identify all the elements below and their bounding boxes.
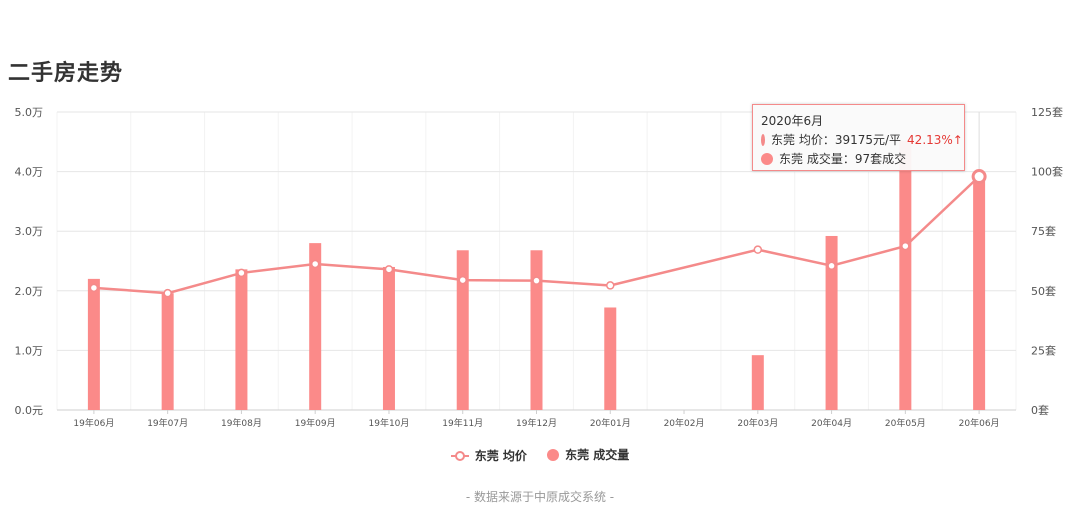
volume-bar: [456, 250, 469, 410]
x-tick-label: 19年09月: [295, 417, 336, 429]
x-tick-label: 19年10月: [369, 417, 410, 429]
y-left-tick-label: 4.0万: [15, 166, 44, 179]
legend-price-label: 东莞 均价: [474, 449, 527, 463]
y-right-tick-label: 0套: [1031, 404, 1049, 417]
axes: 0.0元 0套 1.0万 25套 2.0万 50套 3.0万 75套 4.0万 100套 5.0万 1…: [15, 106, 1064, 429]
volume-bar: [825, 235, 838, 410]
legend-item-price[interactable]: 东莞 均价: [450, 447, 527, 464]
x-tick-label: 20年04月: [811, 417, 852, 429]
price-point: [901, 241, 910, 251]
x-tick-label: 19年06月: [73, 417, 114, 429]
x-tick-label: 20年05月: [885, 417, 926, 429]
volume-bar: [235, 269, 248, 410]
price-point: [971, 169, 987, 185]
volume-bars: [87, 140, 986, 410]
legend-item-volume[interactable]: 东莞 成交量: [547, 446, 629, 463]
y-left-tick-label: 2.0万: [15, 285, 44, 298]
price-point: [384, 265, 394, 274]
volume-marker-icon: [761, 152, 773, 165]
y-right-tick-label: 50套: [1031, 285, 1056, 298]
tooltip-volume: 东莞 成交量：97套成交: [779, 152, 907, 166]
data-source-note: - 数据来源于中原成交系统 -: [465, 490, 615, 504]
volume-bar: [899, 140, 912, 410]
chart-area[interactable]: 0.0元 0套 1.0万 25套 2.0万 50套 3.0万 75套 4.0万 100套 5.0万 1…: [0, 0, 1080, 440]
chart-legend: 东莞 均价 东莞 成交量: [0, 446, 1080, 464]
price-point: [606, 281, 615, 290]
y-left-tick-label: 3.0万: [15, 225, 44, 238]
volume-bar: [382, 266, 395, 410]
y-right-tick-label: 25套: [1031, 344, 1056, 357]
price-point: [753, 245, 763, 254]
tooltip-title: 2020年6月: [761, 114, 824, 128]
price-point: [532, 276, 541, 285]
x-tick-label: 19年08月: [221, 417, 262, 429]
price-point: [237, 268, 246, 278]
volume-bar: [161, 293, 174, 410]
tooltip-price-change: 42.13%↑: [907, 132, 963, 147]
y-right-tick-label: 75套: [1031, 225, 1056, 238]
x-tick-label: 19年07月: [147, 417, 188, 429]
volume-bar: [604, 307, 617, 410]
line-marker-icon: [450, 450, 469, 461]
price-point: [458, 275, 467, 285]
price-line-path: [93, 175, 980, 295]
price-point: [163, 288, 172, 298]
y-left-tick-label: 5.0万: [15, 106, 44, 119]
price-marker-icon: [761, 133, 765, 146]
price-line: [89, 169, 987, 298]
x-tick-label: 20年03月: [737, 417, 778, 429]
x-tick-label: 19年12月: [516, 417, 557, 429]
volume-bar: [530, 250, 543, 410]
y-right-tick-label: 100套: [1031, 166, 1063, 179]
y-right-tick-label: 125套: [1031, 106, 1063, 119]
price-point: [827, 261, 836, 271]
volume-bar: [309, 243, 322, 410]
x-tick-label: 20年02月: [664, 417, 705, 429]
volume-bar: [973, 178, 986, 410]
legend-volume-label: 东莞 成交量: [565, 448, 630, 462]
volume-bar: [751, 355, 764, 410]
dot-marker-icon: [547, 448, 560, 461]
x-tick-label: 19年11月: [442, 417, 483, 429]
y-left-tick-label: 0.0元: [15, 404, 44, 417]
x-tick-label: 20年01月: [590, 417, 631, 429]
price-point: [89, 283, 99, 293]
volume-bar: [87, 278, 100, 410]
page-title: 二手房走势: [8, 61, 124, 86]
chart-tooltip: 2020年6月 东莞 均价：39175元/平 42.13%↑ 东莞 成交量：97…: [752, 104, 965, 171]
x-tick-label: 20年06月: [959, 417, 1000, 429]
y-left-tick-label: 1.0万: [15, 344, 44, 357]
price-point: [310, 259, 320, 269]
tooltip-price: 东莞 均价：39175元/平: [771, 133, 902, 147]
